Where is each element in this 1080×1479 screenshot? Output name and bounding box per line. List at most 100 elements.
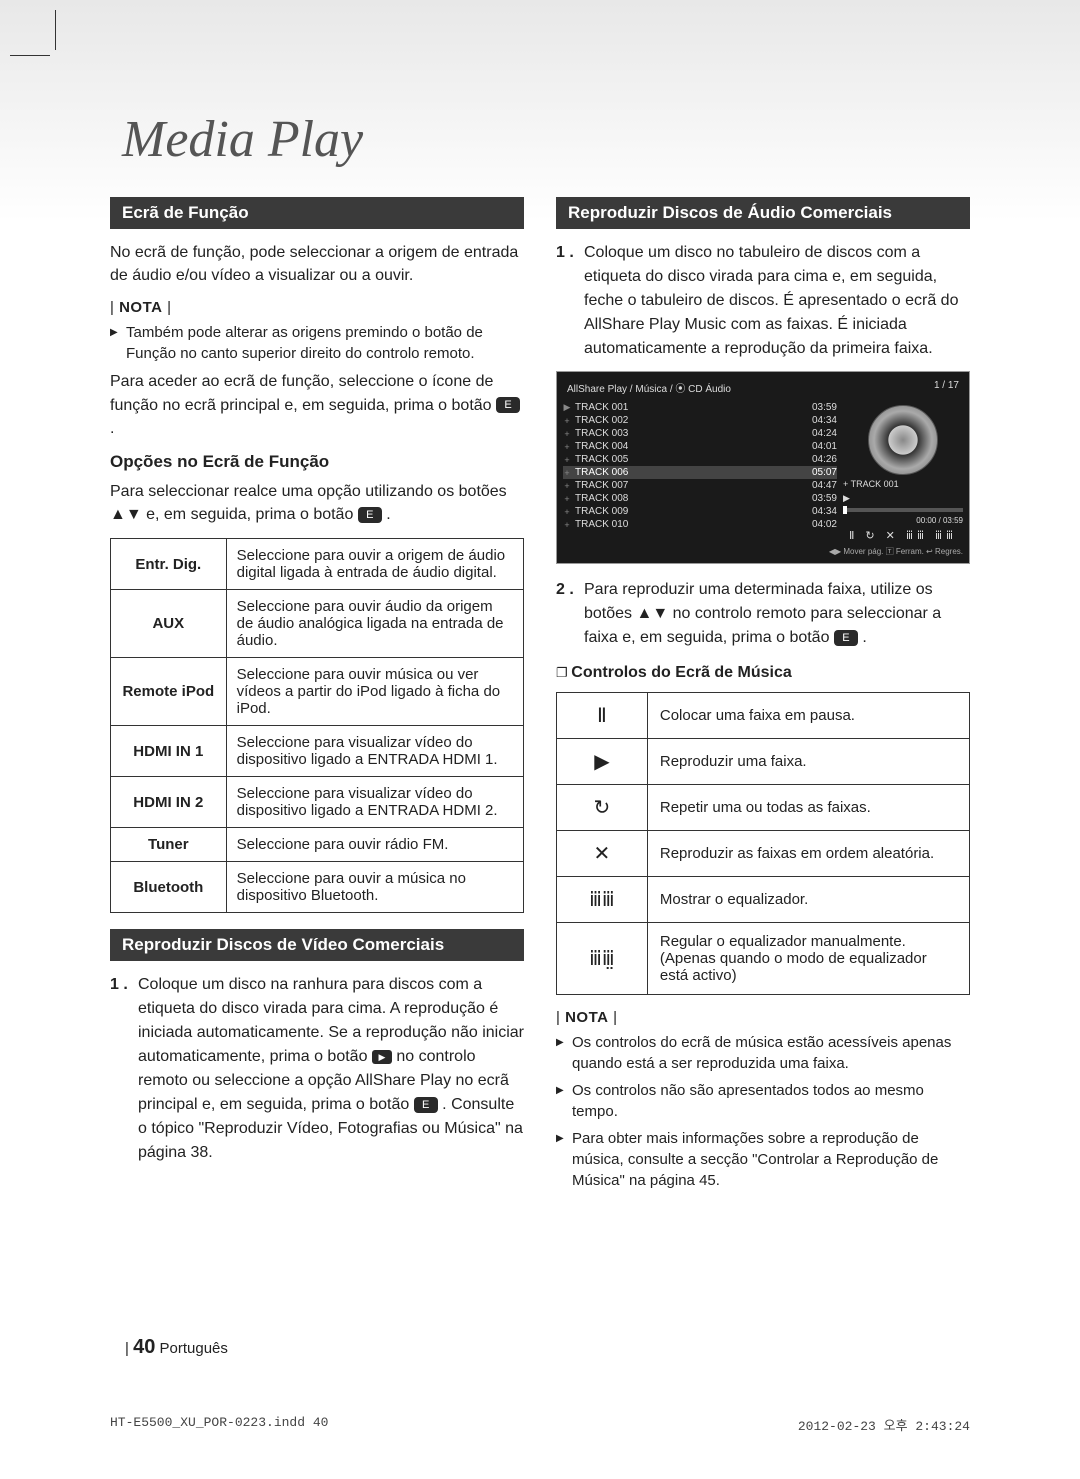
play-indicator-icon: ▶ — [843, 493, 850, 504]
enter-button-icon: E — [496, 397, 520, 413]
track-name: TRACK 007 — [575, 480, 808, 491]
track-time: 04:02 — [812, 519, 837, 530]
footer-language: Português — [160, 1340, 228, 1357]
step-text: Coloque um disco no tabuleiro de discos … — [584, 241, 970, 361]
nota-item: Também pode alterar as origens premindo … — [110, 322, 524, 364]
crop-mark — [55, 10, 56, 50]
track-time: 04:26 — [812, 454, 837, 465]
allshare-right-pane: + TRACK 001 ▶ 00:00 / 03:59 Ⅱ ↻ ✕ ⅲⅲ ⅲⅲ — [843, 401, 963, 542]
allshare-footer-hint: ◀▶ Mover pág. 🅃 Ferram. ↩ Regres. — [563, 546, 963, 557]
disc-icon — [868, 405, 938, 475]
enter-button-icon: E — [414, 1097, 438, 1113]
control-desc: Reproduzir as faixas em ordem aleatória. — [647, 831, 969, 877]
step-text: Coloque um disco na ranhura para discos … — [138, 973, 524, 1165]
control-desc: Repetir uma ou todas as faixas. — [647, 785, 969, 831]
track-time: 03:59 — [812, 493, 837, 504]
option-desc: Seleccione para ouvir a origem de áudio … — [226, 539, 523, 590]
page-number: 40 — [133, 1336, 155, 1358]
option-desc: Seleccione para visualizar vídeo do disp… — [226, 777, 523, 828]
option-label: Remote iPod — [111, 658, 227, 726]
table-row: ✕Reproduzir as faixas em ordem aleatória… — [557, 831, 970, 877]
text-part: . — [110, 420, 114, 437]
now-playing-label: + TRACK 001 — [843, 479, 899, 489]
nota-item: Os controlos não são apresentados todos … — [556, 1080, 970, 1122]
nota-label: NOTA — [556, 1009, 970, 1026]
track-time: 04:01 — [812, 441, 837, 452]
track-time: 05:07 — [812, 467, 837, 478]
time-display: 00:00 / 03:59 — [916, 516, 963, 525]
track-name: TRACK 004 — [575, 441, 808, 452]
print-file: HT-E5500_XU_POR-0223.indd 40 — [110, 1415, 328, 1434]
section-header-funcao: Ecrã de Função — [110, 197, 524, 229]
track-name: TRACK 001 — [575, 402, 808, 413]
track-row: + TRACK 008 03:59 — [563, 492, 837, 505]
track-list: ▶TRACK 00103:59+TRACK 00204:34+TRACK 003… — [563, 401, 837, 542]
print-date: 2012-02-23 오후 2:43:24 — [798, 1415, 970, 1434]
control-desc: Regular o equalizador manualmente. (Apen… — [647, 923, 969, 995]
audio-steps-2: 2 . Para reproduzir uma determinada faix… — [556, 578, 970, 650]
access-text: Para aceder ao ecrã de função, seleccion… — [110, 370, 524, 440]
control-icon: ▶ — [557, 739, 648, 785]
audio-steps: 1 . Coloque um disco no tabuleiro de dis… — [556, 241, 970, 361]
track-name: TRACK 003 — [575, 428, 808, 439]
option-desc: Seleccione para visualizar vídeo do disp… — [226, 726, 523, 777]
control-icon: ⅲⅲ̤ — [557, 923, 648, 995]
table-row: Entr. Dig.Seleccione para ouvir a origem… — [111, 539, 524, 590]
track-time: 04:47 — [812, 480, 837, 491]
nota-label: NOTA — [110, 299, 524, 316]
page-footer: | 40 Português — [125, 1336, 228, 1359]
player-controls-icons: Ⅱ ↻ ✕ ⅲⅲ ⅲⅲ — [843, 529, 963, 542]
step-text: Para reproduzir uma determinada faixa, u… — [584, 578, 970, 650]
track-play-icon: + — [563, 429, 571, 439]
allshare-breadcrumb: AllShare Play / Música / ⦿ CD Áudio — [567, 380, 731, 395]
control-icon: ⅲⅲ — [557, 877, 648, 923]
track-play-icon: + — [563, 481, 571, 491]
crop-mark — [10, 55, 50, 56]
section-header-video: Reproduzir Discos de Vídeo Comerciais — [110, 929, 524, 961]
section-header-audio: Reproduzir Discos de Áudio Comerciais — [556, 197, 970, 229]
intro-text: No ecrã de função, pode seleccionar a or… — [110, 241, 524, 287]
option-label: Bluetooth — [111, 862, 227, 913]
track-play-icon: + — [563, 468, 571, 478]
track-row: ▶TRACK 00103:59 — [563, 401, 837, 414]
table-row: ▶Reproduzir uma faixa. — [557, 739, 970, 785]
track-play-icon: + — [563, 507, 571, 517]
option-label: HDMI IN 1 — [111, 726, 227, 777]
table-row: ⅲⅲMostrar o equalizador. — [557, 877, 970, 923]
video-steps: 1 . Coloque um disco na ranhura para dis… — [110, 973, 524, 1165]
track-name: TRACK 008 — [575, 493, 808, 504]
table-row: ⅡColocar uma faixa em pausa. — [557, 693, 970, 739]
option-label: Entr. Dig. — [111, 539, 227, 590]
text-part: . — [386, 506, 390, 523]
track-row: + TRACK 005 04:26 — [563, 453, 837, 466]
track-name: TRACK 009 — [575, 506, 808, 517]
track-time: 04:34 — [812, 415, 837, 426]
enter-button-icon: E — [834, 630, 858, 646]
footer-bar: | — [125, 1340, 129, 1357]
track-row: +TRACK 00605:07 — [563, 466, 837, 479]
track-play-icon: + — [563, 442, 571, 452]
step-number: 2 . — [556, 578, 584, 650]
step-number: 1 . — [110, 973, 138, 1165]
track-row: +TRACK 00904:34 — [563, 505, 837, 518]
right-column: Reproduzir Discos de Áudio Comerciais 1 … — [556, 197, 970, 1197]
page-title: Media Play — [122, 110, 970, 169]
track-name: TRACK 005 — [575, 454, 808, 465]
controls-table: ⅡColocar uma faixa em pausa.▶Reproduzir … — [556, 692, 970, 995]
track-time: 03:59 — [812, 402, 837, 413]
track-row: + TRACK 004 04:01 — [563, 440, 837, 453]
option-desc: Seleccione para ouvir rádio FM. — [226, 828, 523, 862]
text-part: Para seleccionar realce uma opção utiliz… — [110, 483, 507, 523]
option-label: Tuner — [111, 828, 227, 862]
track-row: + TRACK 003 04:24 — [563, 427, 837, 440]
option-desc: Seleccione para ouvir áudio da origem de… — [226, 590, 523, 658]
track-play-icon: + — [563, 494, 571, 504]
track-play-icon: + — [563, 455, 571, 465]
track-name: TRACK 010 — [575, 519, 808, 530]
text-part: Para reproduzir uma determinada faixa, u… — [584, 581, 941, 646]
option-label: HDMI IN 2 — [111, 777, 227, 828]
subheading-opcoes: Opções no Ecrã de Função — [110, 452, 524, 472]
option-desc: Seleccione para ouvir música ou ver víde… — [226, 658, 523, 726]
track-time: 04:24 — [812, 428, 837, 439]
table-row: ⅲⅲ̤Regular o equalizador manualmente. (A… — [557, 923, 970, 995]
